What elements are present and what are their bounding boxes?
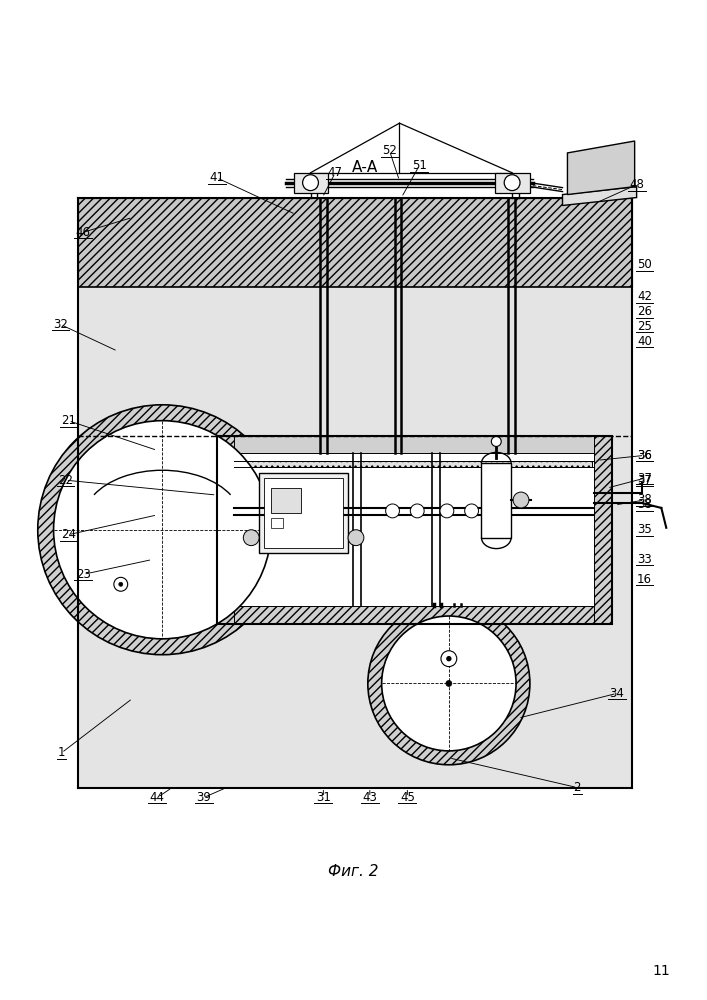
Text: 16: 16 [637,573,652,586]
Text: 50: 50 [637,258,652,271]
Bar [293,173,328,193]
Text: Фиг. 2: Фиг. 2 [328,864,378,879]
Circle shape [348,530,364,546]
Text: 32: 32 [53,318,68,331]
Text: 24: 24 [61,528,76,541]
Text: 38: 38 [637,493,652,506]
Circle shape [385,504,399,518]
Text: 38: 38 [637,498,652,511]
Text: 35: 35 [637,523,652,536]
Bar [78,198,631,788]
Text: 22: 22 [58,474,73,487]
Circle shape [303,175,318,191]
Text: 37: 37 [637,474,652,487]
Bar [216,436,612,453]
Text: 46: 46 [76,226,90,239]
Text: 34: 34 [609,687,624,700]
Bar [594,436,612,624]
Text: 41: 41 [209,171,224,184]
Circle shape [243,530,259,546]
Circle shape [54,421,271,639]
Circle shape [446,680,452,686]
Polygon shape [568,141,635,195]
Bar [271,518,283,528]
Text: 11: 11 [653,964,670,978]
Bar [78,198,631,287]
Text: 42: 42 [637,290,652,303]
Circle shape [491,437,501,446]
Text: 33: 33 [637,553,652,566]
Bar [481,463,511,538]
Text: 52: 52 [382,144,397,157]
Text: 25: 25 [637,320,652,333]
Circle shape [447,657,451,661]
Text: 26: 26 [637,305,652,318]
Text: 31: 31 [316,791,331,804]
Bar [216,436,235,624]
Circle shape [37,405,287,655]
Circle shape [440,504,454,518]
Circle shape [441,651,457,667]
Text: 39: 39 [197,791,211,804]
Polygon shape [563,187,636,205]
Text: 2: 2 [573,781,581,794]
Circle shape [513,492,529,508]
Text: 48: 48 [629,178,644,191]
Circle shape [368,602,530,765]
Bar [259,473,348,553]
Circle shape [464,504,479,518]
Text: 23: 23 [76,568,90,581]
Text: 47: 47 [328,166,343,179]
Bar [216,606,612,624]
Circle shape [114,577,128,591]
Text: 21: 21 [61,414,76,427]
Text: 43: 43 [363,791,378,804]
Text: 1: 1 [58,746,65,759]
Text: 36: 36 [637,449,652,462]
Text: 51: 51 [411,159,426,172]
Text: 44: 44 [150,791,165,804]
Circle shape [410,504,424,518]
Circle shape [119,582,123,586]
Circle shape [504,175,520,191]
Bar [271,488,300,513]
Bar [235,453,594,606]
Text: 37: 37 [637,472,652,485]
Text: 40: 40 [637,335,652,348]
Bar [496,173,530,193]
Bar [216,436,612,624]
Bar [264,478,343,548]
Bar [235,461,592,467]
Bar [78,287,631,436]
Text: А-А: А-А [352,160,378,175]
Circle shape [382,616,516,751]
Text: 36: 36 [637,449,652,462]
Text: 45: 45 [400,791,415,804]
